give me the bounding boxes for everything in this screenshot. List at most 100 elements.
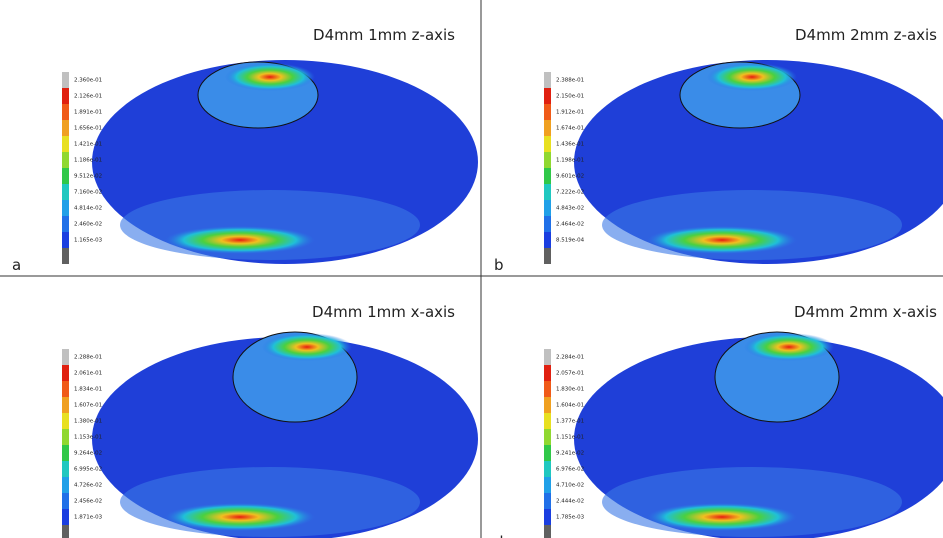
legend-swatch bbox=[62, 72, 69, 88]
legend-label: 4.726e-02 bbox=[74, 483, 102, 489]
cap-hotspot bbox=[707, 63, 797, 91]
legend-swatch bbox=[62, 88, 69, 104]
legend-swatch bbox=[544, 104, 551, 120]
panel-title: D4mm 2mm x-axis bbox=[794, 303, 937, 321]
legend-swatch bbox=[62, 120, 69, 136]
legend-label: 1.377e-01 bbox=[556, 419, 584, 425]
legend-label: 2.288e-01 bbox=[74, 355, 102, 361]
hotspot bbox=[647, 503, 797, 531]
legend-swatch bbox=[62, 104, 69, 120]
legend-label: 2.460e-02 bbox=[74, 222, 102, 228]
legend-swatch bbox=[62, 152, 69, 168]
legend-swatch bbox=[62, 397, 69, 413]
legend-label: 7.222e-02 bbox=[556, 190, 584, 196]
legend-label: 1.165e-03 bbox=[74, 238, 103, 244]
legend-label: 1.785e-03 bbox=[556, 515, 585, 521]
legend-label: 1.151e-01 bbox=[556, 435, 584, 441]
legend-swatch bbox=[62, 381, 69, 397]
legend-swatch bbox=[544, 136, 551, 152]
legend-swatch bbox=[62, 509, 69, 525]
panel: 2.360e-01 2.126e-01 1.891e-01 1.656e-01 1.42… bbox=[12, 26, 478, 274]
legend-swatch bbox=[544, 152, 551, 168]
legend-swatch bbox=[62, 248, 69, 264]
legend-swatch bbox=[62, 429, 69, 445]
legend-label: 1.912e-01 bbox=[556, 110, 584, 116]
legend-label: 8.519e-04 bbox=[556, 238, 585, 244]
legend-label: 2.388e-01 bbox=[556, 78, 584, 84]
hotspot bbox=[165, 226, 315, 254]
legend-swatch bbox=[544, 493, 551, 509]
legend-swatch bbox=[62, 232, 69, 248]
legend-label: 2.126e-01 bbox=[74, 94, 102, 100]
panel: 2.388e-01 2.150e-01 1.912e-01 1.674e-01 1.43… bbox=[494, 26, 943, 274]
panel-title: D4mm 1mm z-axis bbox=[313, 26, 455, 44]
legend-swatch bbox=[62, 413, 69, 429]
legend-label: 9.241e-02 bbox=[556, 451, 584, 457]
legend-swatch bbox=[544, 365, 551, 381]
legend-label: 1.604e-01 bbox=[556, 403, 584, 409]
cap-hotspot bbox=[744, 333, 834, 361]
legend-swatch bbox=[544, 216, 551, 232]
legend-swatch bbox=[62, 136, 69, 152]
legend-swatch bbox=[62, 216, 69, 232]
legend-label: 2.444e-02 bbox=[556, 499, 584, 505]
legend-label: 9.601e-02 bbox=[556, 174, 584, 180]
legend-swatch bbox=[544, 120, 551, 136]
legend-swatch bbox=[544, 461, 551, 477]
legend-label: 4.843e-02 bbox=[556, 206, 584, 212]
legend-swatch bbox=[62, 493, 69, 509]
legend-swatch bbox=[544, 168, 551, 184]
legend-label: 4.814e-02 bbox=[74, 206, 102, 212]
legend-swatch bbox=[544, 413, 551, 429]
legend-label: 1.656e-01 bbox=[74, 126, 102, 132]
legend-swatch bbox=[544, 381, 551, 397]
legend-label: 7.160e-02 bbox=[74, 190, 102, 196]
legend-swatch bbox=[544, 232, 551, 248]
legend-label: 1.421e-01 bbox=[74, 142, 102, 148]
legend-swatch bbox=[544, 509, 551, 525]
legend-label: 1.871e-03 bbox=[74, 515, 103, 521]
legend-label: 2.284e-01 bbox=[556, 355, 584, 361]
legend-label: 2.464e-02 bbox=[556, 222, 584, 228]
legend-label: 1.674e-01 bbox=[556, 126, 584, 132]
hotspot bbox=[647, 226, 797, 254]
panel-label: c bbox=[12, 533, 20, 538]
legend-label: 1.198e-01 bbox=[556, 158, 584, 164]
legend-swatch bbox=[544, 248, 551, 264]
legend-label: 6.995e-02 bbox=[74, 467, 102, 473]
panel-title: D4mm 1mm x-axis bbox=[312, 303, 455, 321]
legend-label: 1.891e-01 bbox=[74, 110, 102, 116]
legend-swatch bbox=[544, 200, 551, 216]
cap-hotspot bbox=[225, 63, 315, 91]
legend-swatch bbox=[544, 429, 551, 445]
cap-hotspot bbox=[262, 333, 352, 361]
legend-swatch bbox=[62, 461, 69, 477]
legend-swatch bbox=[62, 349, 69, 365]
legend-swatch bbox=[544, 477, 551, 493]
legend-label: 2.456e-02 bbox=[74, 499, 102, 505]
legend-label: 1.153e-01 bbox=[74, 435, 102, 441]
legend-swatch bbox=[544, 88, 551, 104]
legend-swatch bbox=[62, 365, 69, 381]
legend-label: 1.436e-01 bbox=[556, 142, 584, 148]
panel-label: a bbox=[12, 256, 21, 274]
panel: 2.288e-01 2.061e-01 1.834e-01 1.607e-01 1.38… bbox=[12, 303, 478, 538]
legend-label: 2.360e-01 bbox=[74, 78, 102, 84]
panel-label: d bbox=[494, 533, 504, 538]
legend-swatch bbox=[544, 72, 551, 88]
legend-label: 1.186e-01 bbox=[74, 158, 102, 164]
panel: 2.284e-01 2.057e-01 1.830e-01 1.604e-01 1.37… bbox=[494, 303, 943, 538]
panel-label: b bbox=[494, 256, 504, 274]
legend-swatch bbox=[62, 445, 69, 461]
legend-swatch bbox=[544, 349, 551, 365]
legend-label: 1.830e-01 bbox=[556, 387, 584, 393]
legend-swatch bbox=[544, 445, 551, 461]
legend-label: 2.150e-01 bbox=[556, 94, 584, 100]
legend-label: 2.057e-01 bbox=[556, 371, 584, 377]
legend-swatch bbox=[62, 168, 69, 184]
legend-label: 9.264e-02 bbox=[74, 451, 102, 457]
legend-swatch bbox=[62, 477, 69, 493]
legend-swatch bbox=[62, 525, 69, 538]
legend-label: 1.380e-01 bbox=[74, 419, 102, 425]
